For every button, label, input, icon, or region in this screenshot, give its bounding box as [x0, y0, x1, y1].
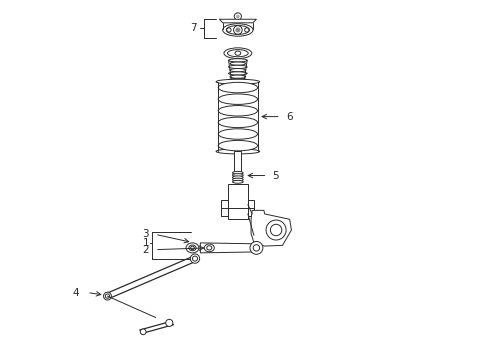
Text: 4: 4	[72, 288, 79, 297]
Circle shape	[140, 329, 146, 335]
Ellipse shape	[189, 245, 196, 251]
Circle shape	[235, 27, 241, 32]
Circle shape	[234, 13, 242, 20]
Ellipse shape	[224, 48, 252, 59]
Circle shape	[193, 256, 197, 261]
Circle shape	[234, 26, 242, 34]
Polygon shape	[251, 210, 292, 246]
Ellipse shape	[226, 26, 249, 35]
Ellipse shape	[218, 129, 258, 139]
Bar	[221, 200, 228, 216]
Ellipse shape	[228, 78, 247, 82]
Ellipse shape	[218, 117, 258, 128]
Ellipse shape	[218, 105, 258, 116]
Ellipse shape	[235, 51, 241, 55]
Circle shape	[105, 294, 110, 298]
Ellipse shape	[218, 94, 258, 104]
Circle shape	[191, 246, 194, 249]
Ellipse shape	[228, 59, 247, 62]
Circle shape	[103, 292, 111, 300]
Ellipse shape	[230, 68, 245, 72]
Bar	[234, 152, 242, 180]
Text: 3: 3	[143, 229, 149, 239]
Text: 1: 1	[143, 238, 149, 248]
Circle shape	[236, 15, 240, 18]
Text: 2: 2	[143, 245, 149, 255]
Ellipse shape	[218, 82, 258, 93]
Ellipse shape	[232, 178, 243, 181]
Ellipse shape	[230, 75, 245, 78]
Circle shape	[270, 224, 282, 236]
Ellipse shape	[232, 180, 243, 183]
Ellipse shape	[232, 171, 243, 174]
Circle shape	[227, 28, 231, 32]
Circle shape	[166, 319, 173, 327]
Ellipse shape	[216, 79, 260, 84]
Bar	[248, 200, 254, 216]
Ellipse shape	[222, 24, 253, 36]
Bar	[228, 184, 248, 219]
Circle shape	[250, 242, 263, 254]
Circle shape	[266, 220, 286, 240]
Ellipse shape	[227, 50, 248, 57]
Ellipse shape	[228, 72, 247, 75]
Ellipse shape	[230, 62, 245, 65]
Text: 5: 5	[272, 171, 279, 180]
Ellipse shape	[228, 65, 247, 68]
Ellipse shape	[216, 149, 260, 154]
Ellipse shape	[232, 176, 243, 179]
Text: 7: 7	[190, 23, 197, 33]
Circle shape	[245, 28, 249, 32]
Circle shape	[253, 245, 260, 251]
Polygon shape	[200, 243, 259, 253]
Circle shape	[190, 254, 199, 263]
Ellipse shape	[218, 140, 258, 151]
Polygon shape	[220, 19, 256, 23]
Ellipse shape	[207, 246, 212, 250]
Ellipse shape	[186, 243, 199, 253]
Ellipse shape	[204, 244, 214, 252]
Text: 6: 6	[286, 112, 293, 122]
Ellipse shape	[232, 174, 243, 176]
